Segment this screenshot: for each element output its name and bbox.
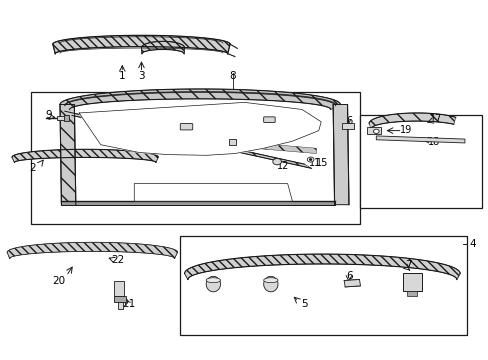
Polygon shape bbox=[114, 280, 123, 296]
Circle shape bbox=[306, 157, 313, 162]
Polygon shape bbox=[61, 201, 334, 205]
Polygon shape bbox=[12, 149, 158, 162]
Text: 12: 12 bbox=[276, 161, 288, 171]
Text: 6: 6 bbox=[346, 271, 352, 281]
Bar bbox=[366, 127, 380, 134]
Polygon shape bbox=[206, 276, 220, 292]
Text: 1: 1 bbox=[119, 71, 125, 81]
Polygon shape bbox=[263, 278, 278, 283]
Polygon shape bbox=[117, 302, 122, 309]
Text: 8: 8 bbox=[229, 71, 235, 81]
Polygon shape bbox=[64, 111, 311, 168]
Text: 13: 13 bbox=[263, 111, 275, 121]
Text: 21: 21 bbox=[122, 299, 135, 309]
Text: 16: 16 bbox=[341, 116, 353, 126]
FancyBboxPatch shape bbox=[263, 117, 275, 122]
Polygon shape bbox=[60, 104, 76, 205]
Text: 20: 20 bbox=[52, 275, 65, 285]
Polygon shape bbox=[344, 279, 360, 287]
Polygon shape bbox=[60, 89, 340, 109]
Polygon shape bbox=[141, 41, 184, 54]
Text: 9: 9 bbox=[45, 110, 52, 120]
Text: 10: 10 bbox=[217, 143, 229, 153]
Bar bbox=[180, 237, 467, 335]
Polygon shape bbox=[53, 35, 230, 54]
Circle shape bbox=[373, 129, 378, 134]
Text: 19: 19 bbox=[400, 125, 412, 135]
Polygon shape bbox=[7, 242, 177, 258]
Polygon shape bbox=[376, 136, 464, 143]
Bar bbox=[31, 92, 359, 224]
Bar bbox=[229, 139, 235, 145]
Circle shape bbox=[272, 158, 281, 165]
Polygon shape bbox=[368, 113, 455, 129]
Polygon shape bbox=[402, 274, 421, 291]
Text: 14: 14 bbox=[170, 118, 182, 129]
Text: 22: 22 bbox=[111, 256, 124, 265]
Polygon shape bbox=[79, 102, 321, 155]
Polygon shape bbox=[332, 104, 348, 205]
Text: 3: 3 bbox=[138, 71, 144, 81]
Text: 5: 5 bbox=[301, 299, 307, 309]
Polygon shape bbox=[263, 276, 278, 292]
Polygon shape bbox=[184, 254, 459, 279]
Polygon shape bbox=[206, 278, 220, 283]
Polygon shape bbox=[407, 291, 416, 296]
Text: 2: 2 bbox=[29, 163, 36, 173]
Text: 11: 11 bbox=[309, 158, 321, 168]
Polygon shape bbox=[148, 134, 316, 154]
Bar bbox=[359, 115, 481, 208]
Circle shape bbox=[309, 159, 311, 160]
Text: 17: 17 bbox=[429, 114, 442, 124]
Text: 15: 15 bbox=[315, 158, 327, 168]
Bar bbox=[57, 116, 65, 120]
Text: 18: 18 bbox=[427, 137, 439, 147]
FancyBboxPatch shape bbox=[180, 123, 192, 130]
Polygon shape bbox=[134, 184, 292, 201]
Text: 4: 4 bbox=[469, 239, 475, 248]
Bar bbox=[342, 123, 353, 129]
Text: 7: 7 bbox=[404, 260, 411, 270]
Polygon shape bbox=[114, 296, 125, 302]
Bar bbox=[64, 115, 69, 121]
